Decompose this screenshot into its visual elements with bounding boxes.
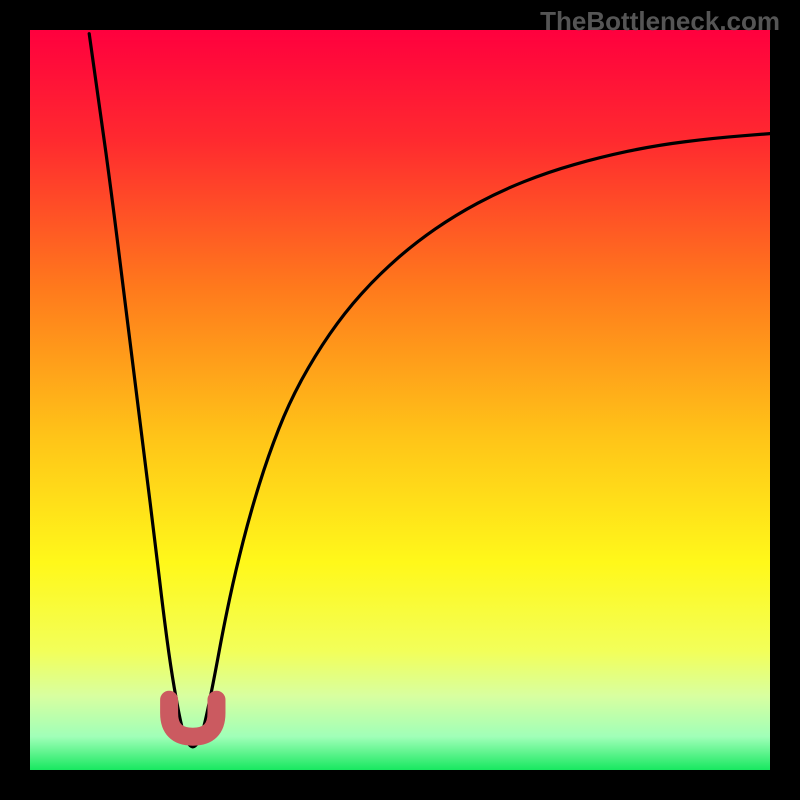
chart-background-gradient [30, 30, 770, 770]
chart-svg [0, 0, 800, 800]
chart-frame: TheBottleneck.com [0, 0, 800, 800]
watermark-text: TheBottleneck.com [540, 6, 780, 37]
